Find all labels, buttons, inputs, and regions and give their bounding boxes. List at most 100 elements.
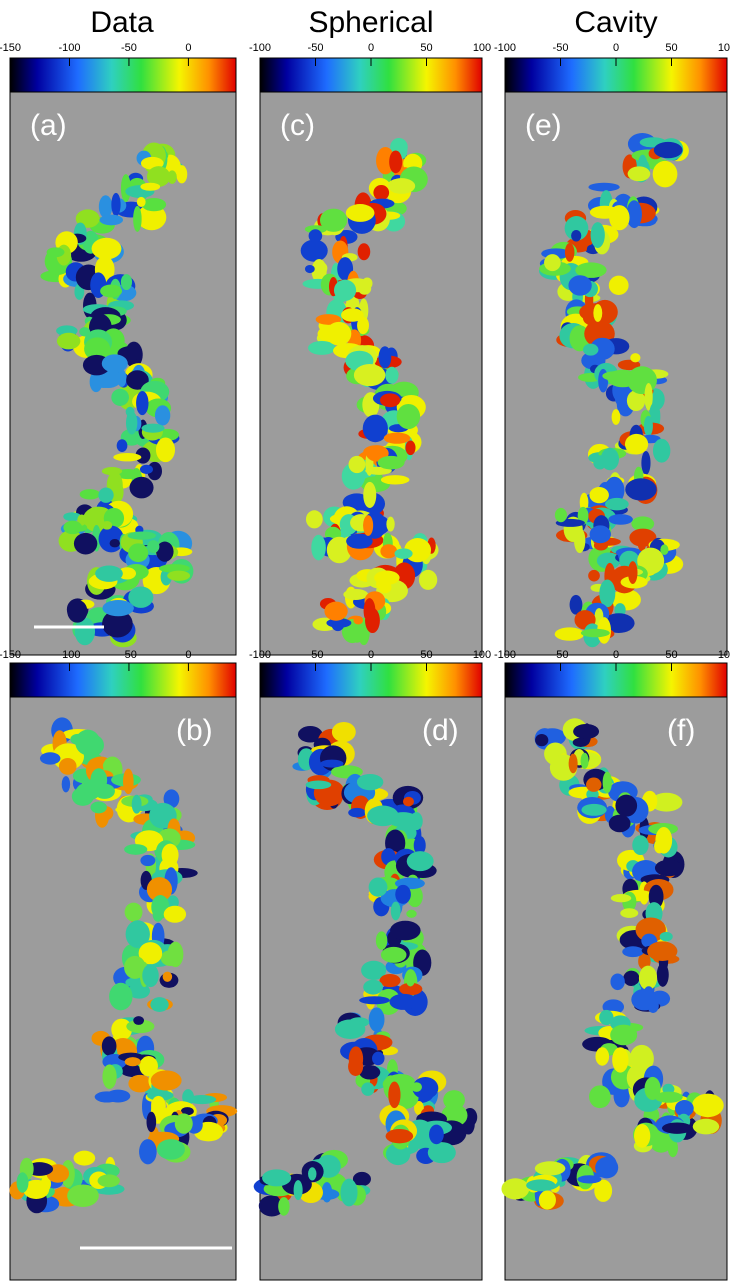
tick-label: -50 bbox=[308, 649, 324, 661]
map-blob bbox=[363, 979, 384, 995]
map-blob bbox=[128, 543, 149, 563]
map-blob bbox=[156, 541, 174, 562]
map-blob bbox=[315, 314, 342, 325]
map-blob bbox=[399, 982, 423, 996]
map-blob bbox=[588, 569, 600, 582]
map-blob bbox=[147, 540, 160, 553]
tick-label: -50 bbox=[121, 42, 137, 54]
map-blob bbox=[163, 789, 180, 809]
map-blob bbox=[593, 455, 607, 470]
map-blob bbox=[385, 1128, 414, 1144]
map-blob bbox=[631, 516, 655, 532]
map-blob bbox=[97, 1174, 120, 1188]
map-blob bbox=[635, 917, 666, 943]
map-blob bbox=[361, 277, 373, 290]
map-blob bbox=[120, 274, 133, 291]
map-blob bbox=[308, 229, 323, 243]
map-blob bbox=[136, 196, 146, 208]
panel: -100 -50 0 50 100 (f) bbox=[494, 649, 730, 1281]
map-blob bbox=[109, 982, 133, 1011]
map-blob bbox=[111, 388, 129, 406]
map-blob bbox=[644, 382, 653, 411]
map-blob bbox=[102, 609, 133, 638]
map-blob bbox=[128, 586, 154, 608]
tick-label: -150 bbox=[0, 42, 21, 54]
map-blob bbox=[622, 946, 644, 958]
map-blob bbox=[623, 970, 640, 987]
map-blob bbox=[340, 1178, 358, 1207]
map-blob bbox=[581, 803, 607, 816]
map-blob bbox=[136, 390, 149, 416]
map-blob bbox=[610, 894, 632, 903]
map-blob bbox=[139, 1056, 158, 1077]
map-blob bbox=[638, 952, 651, 970]
map-blob bbox=[95, 565, 123, 582]
map-blob bbox=[140, 854, 156, 867]
map-blob bbox=[589, 1085, 611, 1109]
map-blob bbox=[361, 960, 387, 980]
map-blob bbox=[124, 1057, 141, 1067]
panel-label: (f) bbox=[667, 714, 695, 747]
map-blob bbox=[626, 200, 642, 229]
map-blob bbox=[326, 536, 352, 564]
map-blob bbox=[626, 390, 646, 412]
colorbar bbox=[9, 662, 237, 698]
tick-label: 100 bbox=[473, 649, 491, 661]
map-blob bbox=[380, 544, 398, 559]
map-blob bbox=[63, 512, 81, 522]
map-blob bbox=[154, 405, 171, 426]
map-blob bbox=[147, 1090, 174, 1101]
map-blob bbox=[390, 920, 421, 941]
map-blob bbox=[627, 561, 638, 584]
map-blob bbox=[412, 1077, 439, 1100]
map-blob bbox=[63, 520, 83, 535]
tick-label: -100 bbox=[58, 42, 80, 54]
column-title: Spherical bbox=[308, 6, 433, 39]
map-blob bbox=[418, 569, 438, 590]
map-blob bbox=[608, 275, 629, 296]
map-blob bbox=[357, 316, 369, 335]
map-blob bbox=[501, 1178, 530, 1200]
map-blob bbox=[74, 617, 96, 646]
map-blob bbox=[123, 768, 134, 795]
map-blob bbox=[361, 1082, 375, 1096]
map-blob bbox=[120, 428, 143, 446]
map-blob bbox=[386, 516, 395, 532]
tick-label: -100 bbox=[58, 649, 80, 661]
map-blob bbox=[126, 370, 149, 390]
tick-label: -100 bbox=[494, 649, 516, 661]
map-blob bbox=[564, 216, 589, 241]
map-blob bbox=[624, 433, 649, 455]
tick-label: -50 bbox=[308, 42, 324, 54]
map-blob bbox=[594, 1179, 613, 1202]
map-blob bbox=[368, 877, 388, 897]
map-blob bbox=[385, 1143, 411, 1166]
map-blob bbox=[602, 771, 612, 794]
map-blob bbox=[102, 1064, 117, 1089]
map-blob bbox=[383, 432, 411, 444]
map-blob bbox=[692, 1093, 724, 1118]
map-blob bbox=[599, 579, 616, 608]
map-blob bbox=[158, 564, 190, 573]
map-blob bbox=[308, 1167, 317, 1181]
map-blob bbox=[102, 599, 134, 617]
map-blob bbox=[139, 1139, 157, 1165]
map-blob bbox=[359, 996, 390, 1005]
map-blob bbox=[127, 531, 157, 540]
map-blob bbox=[131, 794, 142, 814]
tick-label: 50 bbox=[665, 649, 677, 661]
map-blob bbox=[91, 237, 122, 260]
map-blob bbox=[643, 415, 653, 437]
map-blob bbox=[596, 552, 621, 569]
map-blob bbox=[16, 1172, 29, 1193]
map-blob bbox=[589, 525, 611, 544]
map-blob bbox=[660, 544, 669, 556]
map-blob bbox=[385, 366, 399, 384]
map-blob bbox=[125, 411, 138, 435]
map-blob bbox=[353, 364, 386, 387]
map-blob bbox=[569, 594, 583, 615]
map-blob bbox=[368, 1007, 385, 1032]
map-blob bbox=[389, 150, 403, 174]
map-blob bbox=[138, 942, 163, 965]
map-blob bbox=[167, 570, 191, 581]
